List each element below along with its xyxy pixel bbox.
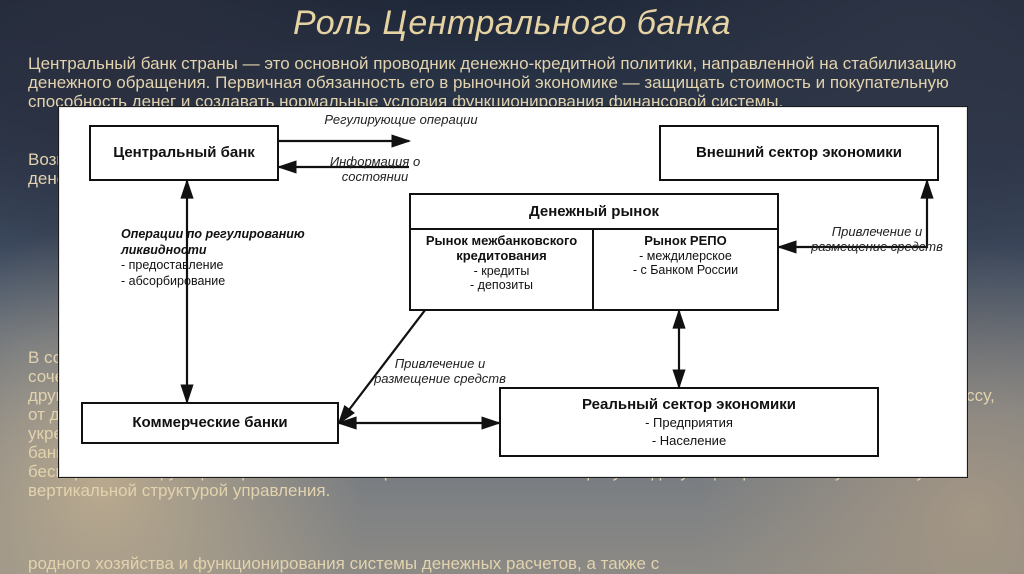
money-market-cell-0-title: Рынок межбанковского кредитования [417,234,586,263]
node-money-market: Денежный рынокРынок межбанковского креди… [409,193,779,311]
label-liq-ops: Операции по регулированию ликвидности- п… [121,227,311,290]
node-external-sector: Внешний сектор экономики [659,125,939,181]
node-real-sector-title: Реальный сектор экономики [582,396,796,413]
paragraph-4: родного хозяйства и функционирования сис… [28,554,996,573]
node-real-sector-item: - Предприятия [645,415,733,431]
money-market-cell-0-item: - депозиты [470,278,533,292]
label-attract-bottom: Привлечение и размещение средств [355,357,525,387]
node-real-sector: Реальный сектор экономики - Предприятия - … [499,387,879,457]
node-commercial-title: Коммерческие банки [132,414,287,431]
para1-underline: Центральный банк страны — это основной п… [28,54,956,111]
label-reg-ops: Регулирующие операции [311,113,491,128]
money-market-cell-0-item: - кредиты [474,264,530,278]
slide-stage: Роль Центрального банка Центральный банк… [0,0,1024,574]
paragraph-1: Центральный банк страны — это основной п… [28,54,996,111]
node-commercial-banks: Коммерческие банки [81,402,339,444]
slide-title: Роль Центрального банка [0,4,1024,43]
node-real-sector-item: - Население [652,433,726,449]
label-info: Информация о состоянии [305,155,445,185]
label-attract-right: Привлечение и размещение средств [797,225,957,255]
node-money-market-title: Денежный рынок [411,195,777,230]
money-market-cell-1-item: - междилерское [639,249,732,263]
money-market-cell-1-title: Рынок РЕПО [644,234,726,249]
money-market-cell-0: Рынок межбанковского кредитования- креди… [411,230,594,309]
node-external-title: Внешний сектор экономики [696,144,902,161]
node-central-bank-title: Центральный банк [113,144,255,161]
node-central-bank: Центральный банк [89,125,279,181]
money-market-cell-1: Рынок РЕПО- междилерское- с Банком Росси… [594,230,777,309]
money-market-cell-1-item: - с Банком России [633,263,738,277]
diagram-canvas: Центральный банк Внешний сектор экономики… [58,106,968,478]
